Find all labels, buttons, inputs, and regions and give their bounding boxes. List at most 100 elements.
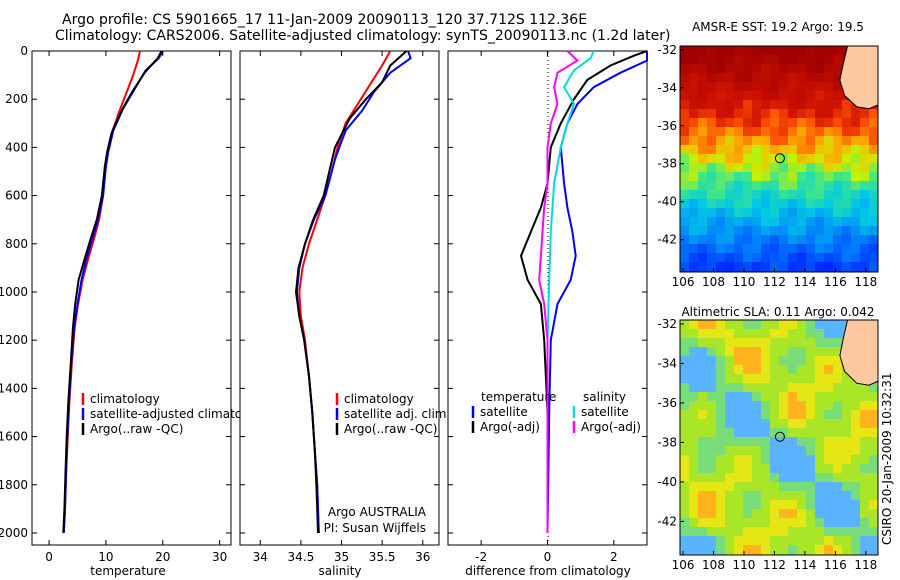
heatmap-cell — [833, 262, 842, 271]
heatmap-cell — [725, 136, 734, 145]
heatmap-cell — [788, 491, 797, 500]
heatmap-cell — [779, 545, 788, 554]
heatmap-cell — [779, 100, 788, 109]
heatmap-cell — [788, 100, 797, 109]
heatmap-cell — [779, 383, 788, 392]
heatmap-cell — [779, 536, 788, 545]
heatmap-cell — [752, 518, 761, 527]
heatmap-cell — [815, 509, 824, 518]
heatmap-cell — [716, 410, 725, 419]
heatmap-cell — [788, 338, 797, 347]
heatmap-cell — [743, 253, 752, 262]
heatmap-cell — [806, 356, 815, 365]
heatmap-cell — [797, 55, 806, 64]
heatmap-cell — [761, 365, 770, 374]
heatmap-cell — [833, 437, 842, 446]
heatmap-cell — [833, 199, 842, 208]
heatmap-cell — [680, 410, 689, 419]
heatmap-cell — [779, 154, 788, 163]
heatmap-cell — [779, 320, 788, 329]
heatmap-cell — [698, 163, 707, 172]
heatmap-cell — [869, 136, 878, 145]
heatmap-cell — [779, 91, 788, 100]
heatmap-cell — [743, 217, 752, 226]
heatmap-cell — [842, 208, 851, 217]
heatmap-cell — [851, 262, 860, 271]
heatmap-cell — [869, 392, 878, 401]
heatmap-cell — [824, 455, 833, 464]
heatmap-cell — [842, 464, 851, 473]
heatmap-cell — [689, 545, 698, 554]
heatmap-cell — [851, 527, 860, 536]
heatmap-cell — [680, 226, 689, 235]
heatmap-cell — [833, 545, 842, 554]
heatmap-cell — [689, 145, 698, 154]
heatmap-cell — [824, 55, 833, 64]
heatmap-cell — [725, 217, 734, 226]
heatmap-cell — [797, 127, 806, 136]
heatmap-cell — [788, 217, 797, 226]
heatmap-cell — [833, 136, 842, 145]
heatmap-cell — [815, 118, 824, 127]
heatmap-cell — [770, 446, 779, 455]
heatmap-cell — [707, 536, 716, 545]
heatmap-cell — [770, 419, 779, 428]
heatmap-cell — [797, 473, 806, 482]
heatmap-cell — [824, 482, 833, 491]
heatmap-cell — [788, 320, 797, 329]
heatmap-cell — [743, 199, 752, 208]
heatmap-cell — [734, 374, 743, 383]
legend-label: Argo(..raw -QC) — [344, 422, 437, 436]
heatmap-cell — [824, 437, 833, 446]
heatmap-cell — [680, 208, 689, 217]
x-tick-label: 10 — [98, 550, 113, 564]
map-y-tick-label: -40 — [657, 475, 677, 489]
heatmap-cell — [734, 82, 743, 91]
heatmap-cell — [788, 145, 797, 154]
heatmap-cell — [815, 217, 824, 226]
heatmap-cell — [860, 181, 869, 190]
heatmap-cell — [752, 437, 761, 446]
heatmap-cell — [842, 545, 851, 554]
heatmap-cell — [698, 136, 707, 145]
heatmap-cell — [752, 46, 761, 55]
heatmap-cell — [797, 329, 806, 338]
heatmap-cell — [788, 235, 797, 244]
heatmap-cell — [833, 64, 842, 73]
heatmap-cell — [842, 262, 851, 271]
heatmap-cell — [716, 127, 725, 136]
heatmap-cell — [797, 91, 806, 100]
heatmap-cell — [770, 46, 779, 55]
heatmap-cell — [725, 392, 734, 401]
heatmap-cell — [806, 190, 815, 199]
heatmap-cell — [842, 181, 851, 190]
heatmap-cell — [752, 208, 761, 217]
heatmap-cell — [680, 109, 689, 118]
heatmap-cell — [707, 154, 716, 163]
heatmap-cell — [770, 118, 779, 127]
heatmap-cell — [860, 491, 869, 500]
heatmap-cell — [860, 118, 869, 127]
heatmap-cell — [770, 383, 779, 392]
heatmap-cell — [842, 383, 851, 392]
heatmap-cell — [806, 401, 815, 410]
heatmap-cell — [761, 527, 770, 536]
heatmap-cell — [689, 446, 698, 455]
heatmap-cell — [815, 374, 824, 383]
heatmap-cell — [770, 338, 779, 347]
heatmap-cell — [743, 509, 752, 518]
map-y-tick-label: -36 — [657, 119, 677, 133]
heatmap-cell — [860, 145, 869, 154]
heatmap-cell — [806, 217, 815, 226]
heatmap-cell — [680, 64, 689, 73]
heatmap-cell — [707, 491, 716, 500]
heatmap-cell — [833, 127, 842, 136]
heatmap-cell — [689, 374, 698, 383]
heatmap-cell — [725, 226, 734, 235]
difference-x-ticks: -2 0 2 — [475, 51, 618, 564]
heatmap-cell — [779, 455, 788, 464]
heatmap-cell — [761, 64, 770, 73]
map-y-tick-label: -42 — [657, 514, 677, 528]
heatmap-cell — [689, 109, 698, 118]
